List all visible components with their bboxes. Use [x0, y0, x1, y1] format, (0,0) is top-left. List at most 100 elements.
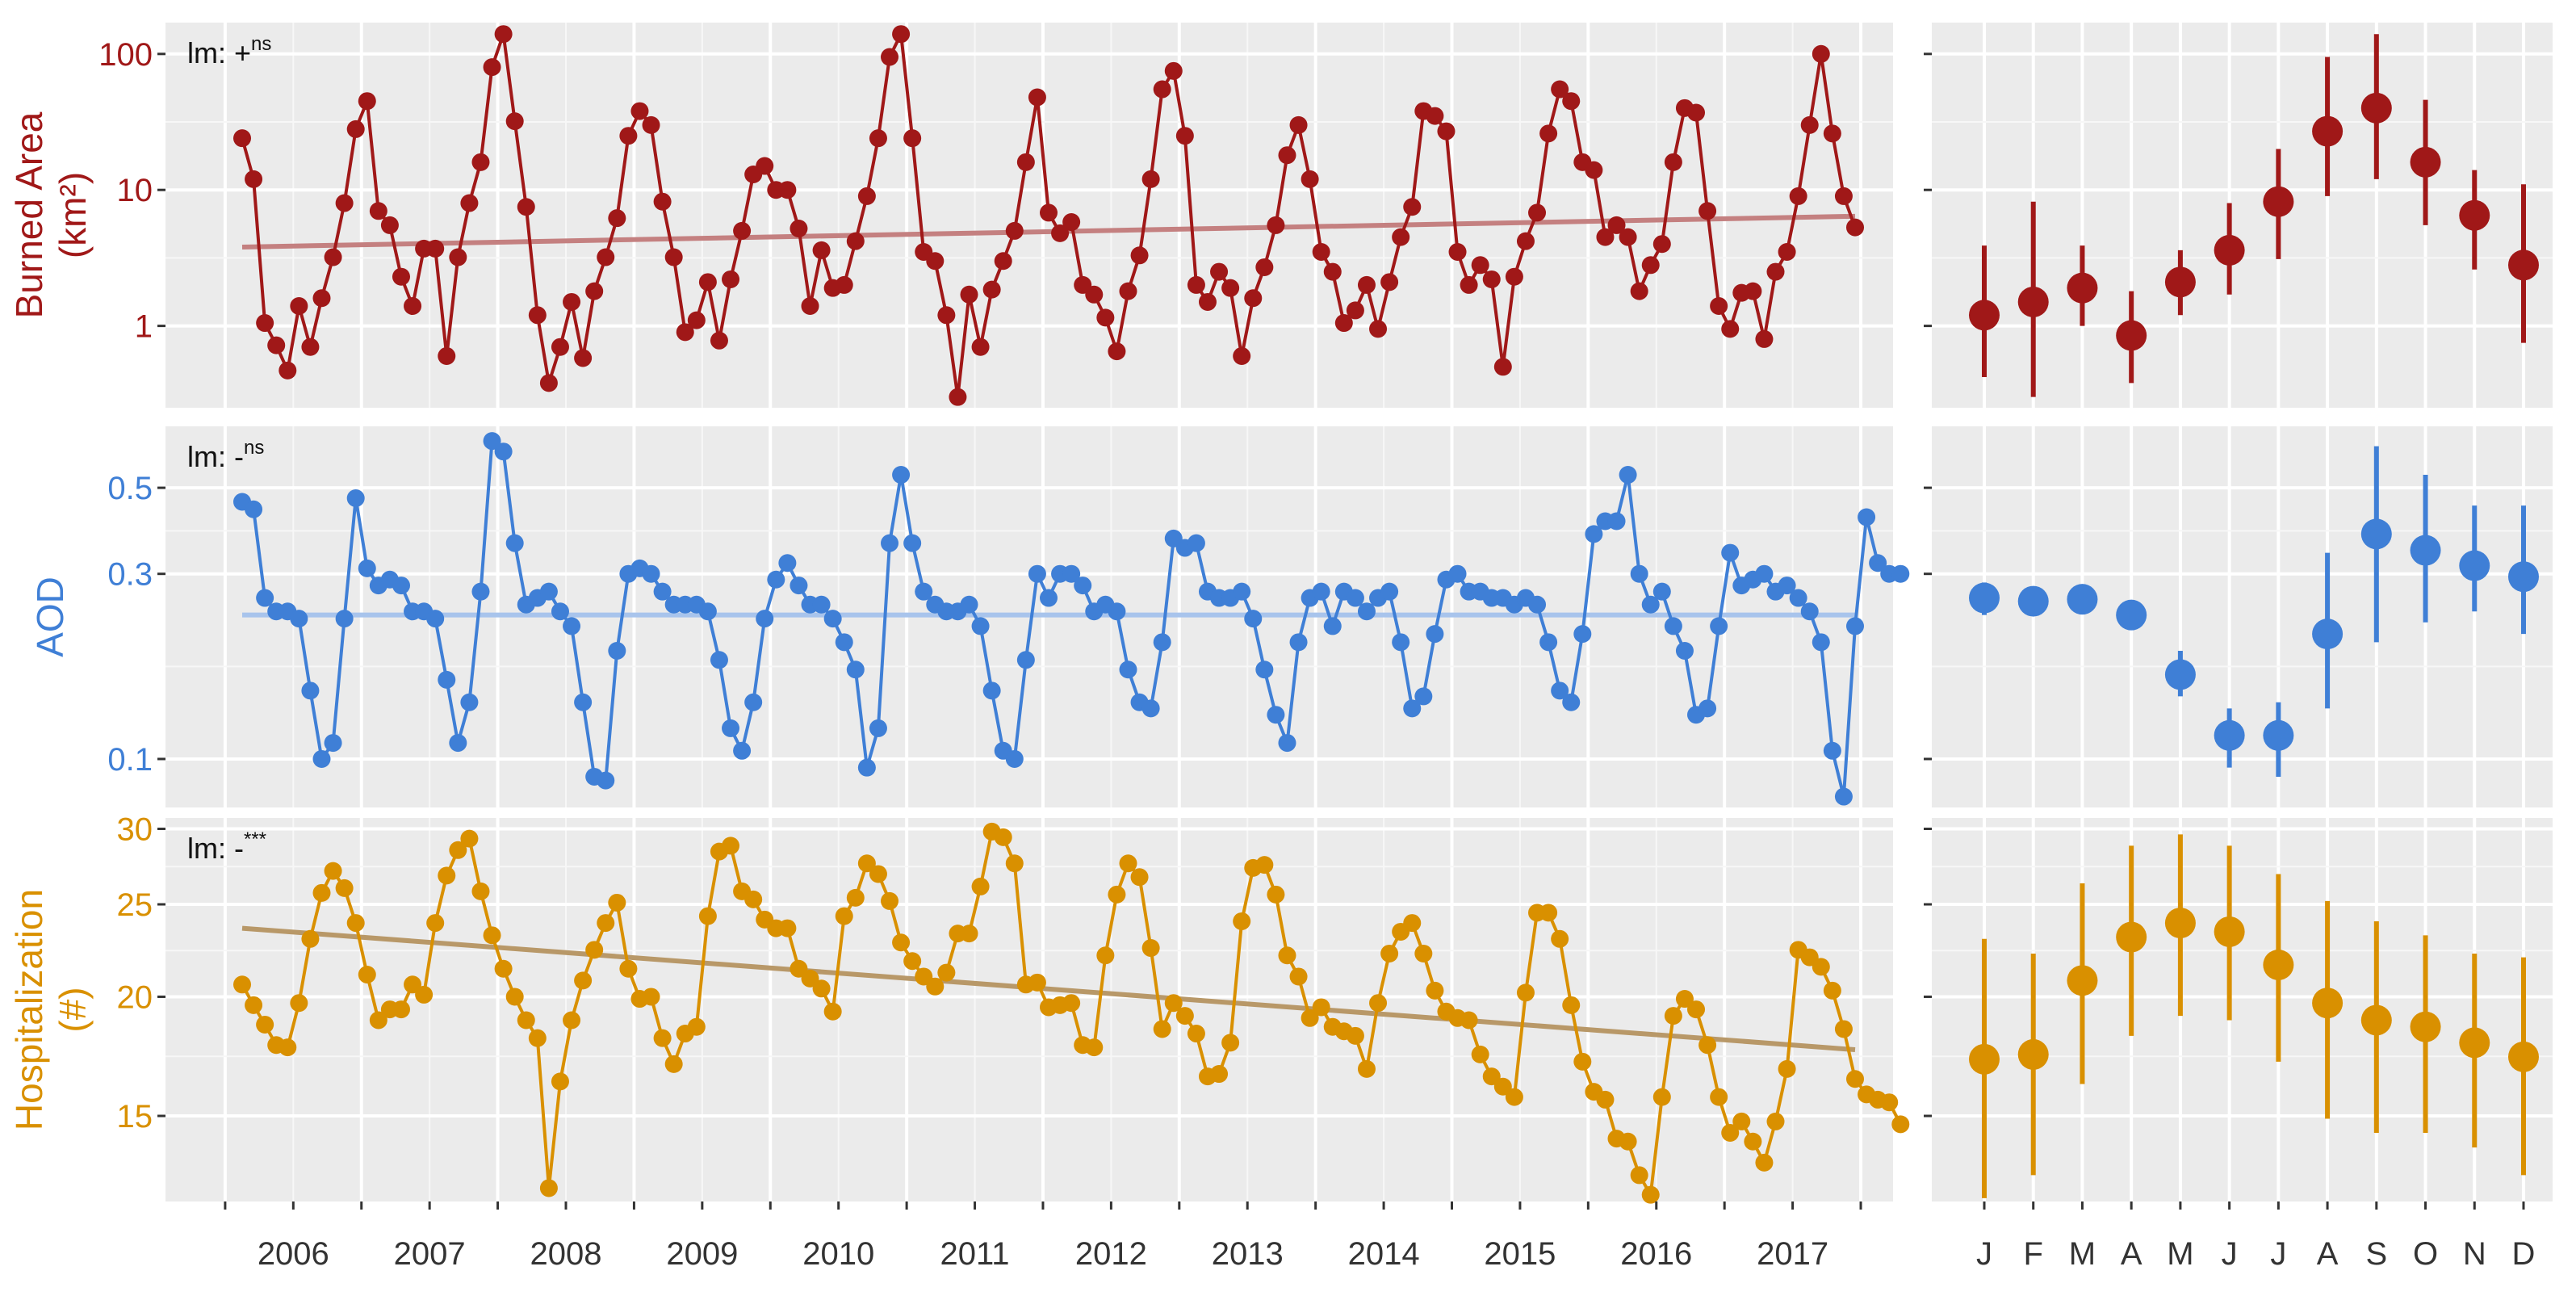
- data-point: [1664, 1007, 1682, 1025]
- data-point: [471, 582, 490, 601]
- data-point: [1698, 202, 1717, 220]
- data-point: [574, 693, 593, 711]
- data-point: [392, 577, 410, 595]
- panel-bg-left: [165, 818, 1893, 1201]
- data-point: [630, 102, 649, 120]
- panel-bg-right: [1932, 818, 2553, 1201]
- data-point: [778, 181, 797, 199]
- data-point: [1369, 320, 1388, 338]
- data-point: [1619, 466, 1637, 484]
- monthly-point: [2508, 561, 2539, 593]
- x-tick-label-year: 2014: [1348, 1236, 1420, 1272]
- data-point: [245, 996, 263, 1014]
- data-point: [926, 977, 945, 996]
- data-point: [982, 280, 1001, 299]
- data-point: [426, 914, 445, 933]
- trend-line: [241, 213, 1856, 250]
- data-point: [1357, 1059, 1376, 1078]
- data-point: [1528, 203, 1547, 222]
- data-point: [563, 292, 581, 311]
- data-point: [982, 681, 1001, 700]
- data-point: [608, 893, 626, 912]
- data-point: [698, 907, 717, 925]
- data-point: [1744, 1132, 1762, 1151]
- x-tick-label-month: A: [2317, 1236, 2339, 1272]
- monthly-point: [2214, 234, 2245, 266]
- data-point: [881, 48, 899, 66]
- x-tick-label-year: 2017: [1757, 1236, 1828, 1272]
- data-point: [358, 966, 376, 984]
- data-point: [438, 670, 456, 689]
- data-point: [1448, 242, 1467, 261]
- monthly-point: [2164, 908, 2196, 939]
- y-axis-title-line2: (km²): [52, 172, 94, 258]
- data-point: [892, 933, 911, 952]
- data-point: [1596, 1090, 1615, 1109]
- data-point: [1664, 617, 1682, 635]
- data-point: [733, 221, 752, 240]
- data-point: [687, 311, 706, 329]
- data-point: [426, 239, 445, 258]
- monthly-point: [2459, 199, 2490, 231]
- data-point: [698, 602, 717, 621]
- data-point: [869, 129, 887, 148]
- data-point: [1028, 973, 1046, 992]
- data-point: [1482, 270, 1501, 288]
- data-point: [1278, 946, 1296, 965]
- data-point: [335, 194, 354, 212]
- monthly-point: [2263, 186, 2294, 217]
- data-point: [1471, 1045, 1489, 1063]
- data-point: [494, 959, 513, 978]
- data-point: [471, 153, 490, 171]
- data-point: [279, 361, 297, 380]
- data-point: [256, 1015, 274, 1034]
- data-point: [1698, 1036, 1717, 1055]
- data-point: [1278, 734, 1296, 753]
- data-point: [1516, 232, 1535, 250]
- data-point: [1221, 279, 1240, 297]
- data-point: [505, 534, 524, 552]
- data-point: [1221, 1034, 1240, 1052]
- data-point: [449, 841, 467, 859]
- data-point: [1573, 625, 1592, 644]
- data-point: [1858, 508, 1876, 526]
- data-point: [1891, 564, 1910, 583]
- data-point: [835, 907, 853, 925]
- data-point: [1153, 80, 1171, 99]
- data-point: [1528, 595, 1547, 614]
- data-point: [460, 829, 479, 848]
- data-point: [653, 192, 672, 211]
- monthly-point: [2508, 250, 2539, 281]
- data-point: [1346, 589, 1364, 607]
- data-point: [857, 758, 876, 777]
- monthly-point: [2067, 965, 2098, 996]
- data-point: [1721, 320, 1740, 338]
- y-tick-label: 100: [98, 37, 153, 73]
- monthly-point: [1969, 1043, 2000, 1075]
- data-point: [1278, 146, 1296, 165]
- data-point: [744, 693, 763, 711]
- data-point: [1721, 543, 1740, 562]
- data-point: [1585, 161, 1603, 179]
- data-point: [460, 693, 479, 711]
- data-point: [460, 194, 479, 212]
- data-point: [369, 202, 387, 220]
- x-tick-label-month: A: [2121, 1236, 2142, 1272]
- data-point: [1721, 1123, 1740, 1142]
- data-point: [1778, 577, 1796, 595]
- monthly-point: [2410, 535, 2441, 566]
- data-point: [1812, 633, 1830, 652]
- x-tick-label-year: 2015: [1484, 1236, 1556, 1272]
- data-point: [1255, 660, 1274, 679]
- data-point: [1448, 564, 1467, 583]
- data-point: [1652, 582, 1671, 601]
- data-point: [1414, 944, 1433, 962]
- data-point: [1585, 525, 1603, 543]
- data-point: [1551, 929, 1569, 948]
- data-point: [1346, 1026, 1364, 1045]
- x-tick-label-month: J: [2222, 1236, 2238, 1272]
- data-point: [1539, 633, 1558, 652]
- data-point: [471, 882, 490, 900]
- data-point: [1108, 885, 1126, 904]
- data-point: [1630, 564, 1648, 583]
